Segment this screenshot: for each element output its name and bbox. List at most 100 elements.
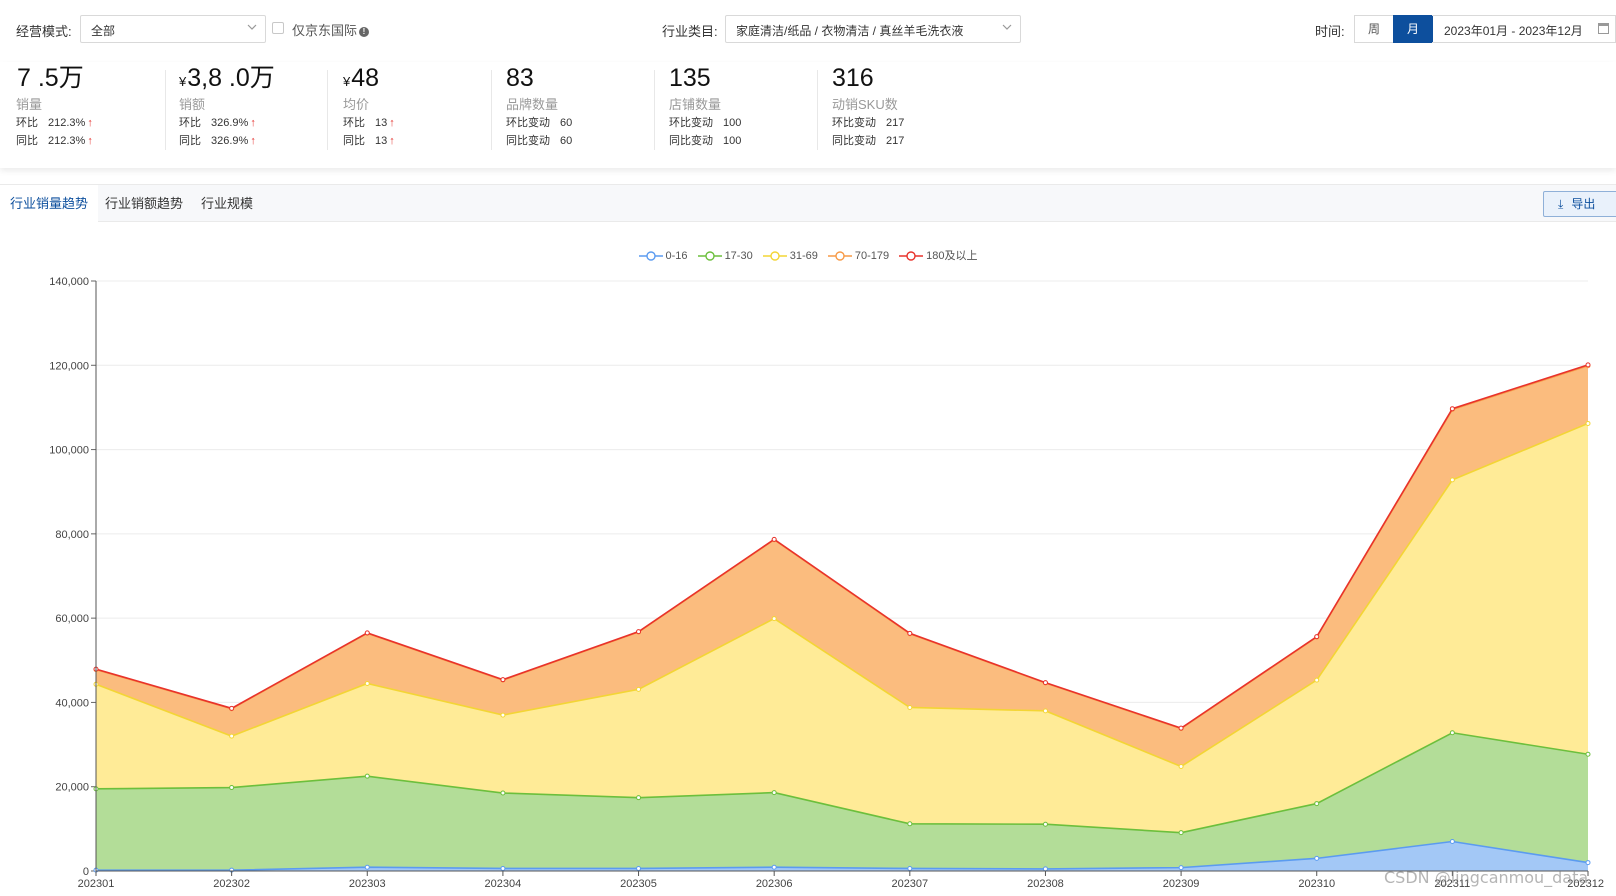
kpi-mom: 环比 326.9% ↑ [179, 117, 256, 129]
legend-label: 180及以上 [926, 250, 978, 262]
y-tick-label: 0 [83, 866, 89, 878]
kpi-shop-count: 135 店铺数量 环比变动 100 同比变动 100 [669, 62, 741, 154]
data-point[interactable] [1314, 677, 1320, 683]
data-point[interactable] [1585, 420, 1591, 426]
date-range-value: 2023年01月 - 2023年12月 [1444, 24, 1583, 38]
data-point[interactable] [1314, 855, 1320, 861]
data-point[interactable] [636, 629, 642, 635]
jd-intl-label: 仅京东国际! [292, 20, 370, 39]
data-point[interactable] [1178, 763, 1184, 769]
y-tick-label: 100,000 [49, 445, 89, 457]
x-tick-label: 202302 [213, 878, 250, 890]
data-point[interactable] [636, 795, 642, 801]
data-point[interactable] [1178, 830, 1184, 836]
data-point[interactable] [1314, 801, 1320, 807]
divider [165, 70, 166, 150]
data-point[interactable] [771, 536, 777, 542]
data-point[interactable] [1449, 477, 1455, 483]
data-point[interactable] [1585, 860, 1591, 866]
data-point[interactable] [1178, 865, 1184, 871]
kpi-name: 动销SKU数 [832, 97, 898, 112]
data-point[interactable] [636, 686, 642, 692]
data-point[interactable] [907, 704, 913, 710]
data-point[interactable] [364, 680, 370, 686]
x-tick-label: 202308 [1027, 878, 1064, 890]
data-point[interactable] [907, 865, 913, 871]
data-point[interactable] [229, 705, 235, 711]
data-point[interactable] [1178, 725, 1184, 731]
data-point[interactable] [771, 790, 777, 796]
kpi-strip: 7 .5万 销量 环比 212.3% ↑ 同比 212.3% ↑ ¥3,8 .0万 销额… [0, 62, 1616, 168]
legend-marker-icon [762, 251, 787, 261]
legend-item[interactable]: 0-16 [638, 250, 688, 262]
calendar-icon [1598, 23, 1609, 34]
legend-item[interactable]: 31-69 [762, 250, 818, 262]
data-point[interactable] [364, 864, 370, 870]
legend-label: 70-179 [854, 250, 890, 262]
kpi-value: 316 [832, 64, 874, 92]
area-0-16 [96, 841, 1588, 871]
category-select[interactable]: 家庭清洁/纸品 / 衣物清洁 / 真丝羊毛洗衣液 [725, 15, 1021, 43]
data-point[interactable] [1449, 839, 1455, 844]
data-point[interactable] [1314, 634, 1320, 640]
legend-item[interactable]: 17-30 [697, 250, 753, 262]
kpi-yoy: 同比 212.3% ↑ [16, 135, 93, 147]
legend-marker-icon [697, 251, 722, 261]
data-point[interactable] [1042, 708, 1048, 714]
data-point[interactable] [1042, 821, 1048, 827]
chart-area: 0-16 17-30 31-69 70-179 180及以上 0 20,000 40,000… [0, 230, 1616, 896]
kpi-value: 7 .5万 [17, 64, 84, 92]
data-point[interactable] [500, 677, 506, 683]
data-point[interactable] [1449, 730, 1455, 736]
tab-sales-volume-trend[interactable]: 行业销量趋势 [0, 185, 99, 222]
export-label: 导出 [1571, 197, 1596, 211]
kpi-yoy: 同比 326.9% ↑ [179, 135, 256, 147]
legend-item[interactable]: 180及以上 [899, 247, 977, 263]
divider [491, 70, 492, 150]
data-point[interactable] [1585, 751, 1591, 757]
week-toggle-button[interactable]: 周 [1354, 15, 1394, 43]
kpi-name: 均价 [343, 97, 370, 112]
kpi-value: ¥48 [343, 64, 380, 92]
y-tick-label: 60,000 [55, 613, 89, 625]
tab-bar: 行业销量趋势 行业销额趋势 行业规模 ⤓ 导出 [0, 184, 1616, 222]
data-point[interactable] [907, 821, 913, 827]
date-range-picker[interactable]: 2023年01月 - 2023年12月 [1432, 15, 1616, 43]
month-toggle-button[interactable]: 月 [1393, 15, 1433, 43]
data-point[interactable] [1042, 866, 1048, 872]
data-point[interactable] [636, 865, 642, 871]
data-point[interactable] [771, 616, 777, 622]
data-point[interactable] [364, 773, 370, 779]
x-tick-label: 202311 [1434, 878, 1470, 890]
data-point[interactable] [500, 865, 506, 871]
divider [654, 70, 655, 150]
data-point[interactable] [907, 630, 913, 636]
kpi-name: 销额 [179, 97, 206, 112]
data-point[interactable] [1585, 362, 1591, 368]
divider [327, 70, 328, 150]
data-point[interactable] [500, 712, 506, 718]
stacked-area-chart: 0 20,000 40,000 60,000 80,000 100,000 120,000 1… [49, 276, 1604, 890]
data-point[interactable] [229, 785, 235, 791]
legend-item[interactable]: 70-179 [827, 250, 890, 262]
legend-label: 0-16 [665, 250, 688, 262]
data-point[interactable] [364, 630, 370, 636]
x-tick-label: 202309 [1163, 878, 1200, 890]
area-70-179 [96, 365, 1588, 767]
mode-select[interactable]: 全部 [80, 15, 266, 43]
data-point[interactable] [229, 733, 235, 739]
kpi-name: 店铺数量 [669, 97, 722, 112]
time-label: 时间: [1315, 24, 1345, 39]
jd-intl-checkbox[interactable] [272, 22, 284, 34]
tab-sales-amount-trend[interactable]: 行业销额趋势 [105, 196, 184, 211]
data-point[interactable] [771, 864, 777, 870]
tab-industry-scale[interactable]: 行业规模 [201, 196, 254, 211]
y-tick-label: 120,000 [49, 360, 89, 372]
data-point[interactable] [1449, 406, 1455, 412]
data-point[interactable] [1042, 680, 1048, 686]
kpi-name: 销量 [16, 97, 43, 112]
x-tick-label: 202307 [891, 878, 928, 890]
data-point[interactable] [500, 790, 506, 796]
kpi-mom: 环比 13 ↑ [343, 117, 395, 129]
export-button[interactable]: ⤓ 导出 [1543, 191, 1616, 217]
